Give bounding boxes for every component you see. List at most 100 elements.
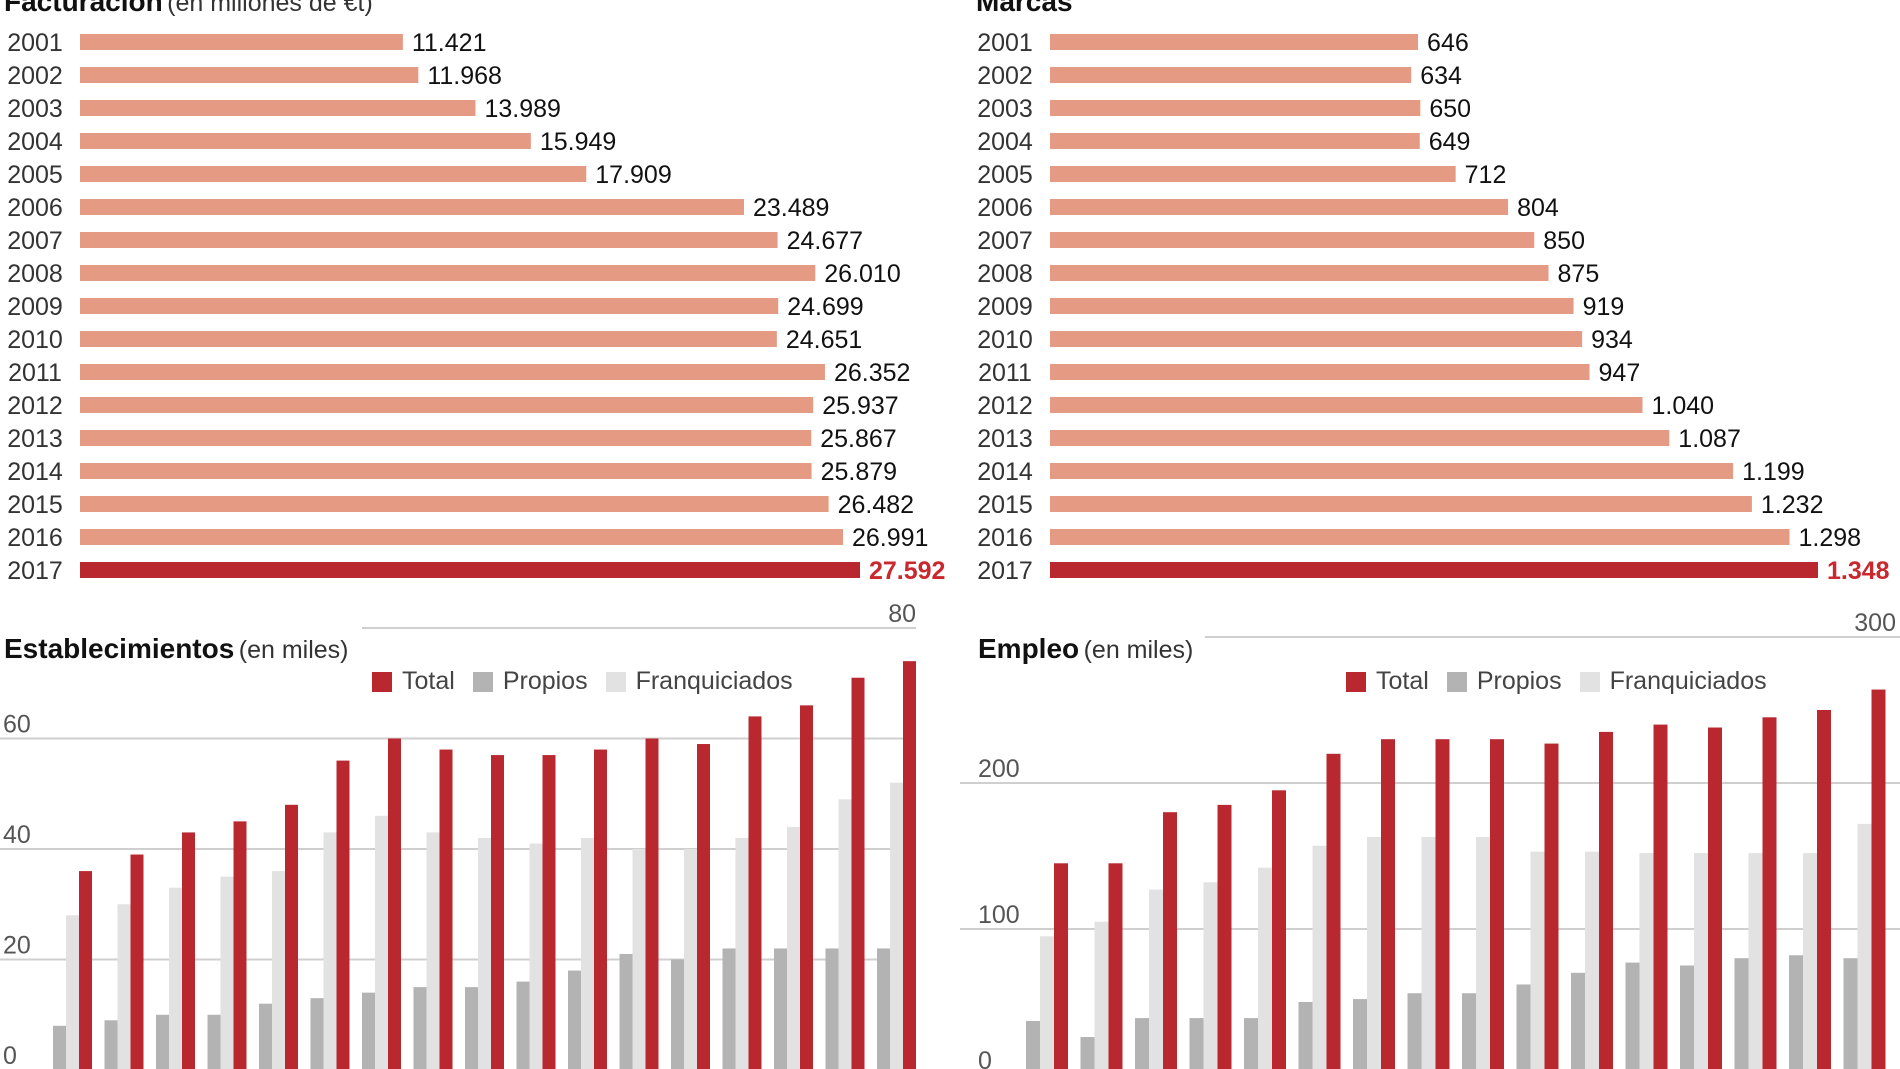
propios-bar <box>516 981 530 1069</box>
data-label: 634 <box>1420 62 1462 90</box>
total-bar <box>1435 739 1450 1069</box>
y-tick-label: 20 <box>3 932 31 960</box>
bar <box>80 463 812 479</box>
propios-bar <box>413 987 427 1069</box>
propios-bar <box>722 948 736 1069</box>
bar <box>1050 430 1670 446</box>
bar <box>1050 265 1549 281</box>
propios-bar <box>1462 993 1476 1069</box>
franquiciados-bar <box>272 871 285 1069</box>
propios-bar <box>877 948 890 1069</box>
franquiciados-bar <box>684 849 697 1069</box>
total-bar <box>903 661 916 1069</box>
legend-propios: Propios <box>1446 667 1562 696</box>
propios-bar <box>1244 1018 1258 1069</box>
data-label: 25.879 <box>821 458 897 486</box>
propios-bar <box>568 970 581 1069</box>
propios-bar <box>1571 972 1585 1069</box>
total-bar <box>1381 739 1395 1069</box>
bar <box>1050 166 1456 182</box>
establecimientos-legend: Total Propios Franquiciados <box>372 667 793 696</box>
franquiciados-bar <box>1203 882 1218 1069</box>
year-label: 2016 <box>977 524 1033 552</box>
total-bar <box>1817 710 1831 1069</box>
legend-franquiciados-label: Franquiciados <box>1609 667 1767 695</box>
bar <box>80 430 812 446</box>
data-label: 11.968 <box>427 62 502 90</box>
total-bar <box>1653 724 1668 1069</box>
propios-bar <box>310 998 324 1069</box>
empleo-title-text: Empleo <box>978 633 1080 664</box>
bar <box>80 166 587 182</box>
empleo-subtitle: (en miles) <box>1083 636 1194 664</box>
data-label: 24.651 <box>786 326 862 354</box>
bar <box>80 34 403 50</box>
franquiciados-bar <box>1639 853 1654 1069</box>
empleo-title: Empleo (en miles) <box>978 633 1193 665</box>
bar <box>1050 133 1420 149</box>
franquiciados-bar <box>1040 936 1054 1069</box>
bar <box>1050 463 1734 479</box>
year-label: 2011 <box>8 359 62 387</box>
empleo-chart: 0 100 200 300 <box>960 609 1900 1069</box>
franquiciados-bar <box>1258 867 1272 1069</box>
year-label: 2010 <box>977 326 1033 354</box>
data-label: 649 <box>1429 128 1471 156</box>
franquiciados-bar <box>426 832 440 1069</box>
bar <box>80 133 531 149</box>
total-bar <box>79 871 92 1069</box>
total-bar <box>285 804 298 1069</box>
franquiciados-bar <box>735 837 749 1069</box>
franquiciados-bar <box>117 904 131 1069</box>
data-label: 1.298 <box>1799 524 1862 552</box>
establecimientos-chart: 0 20 40 60 80 <box>0 600 916 1069</box>
y-tick-label: 80 <box>888 600 916 628</box>
year-label: 2009 <box>7 293 63 321</box>
bar <box>80 199 745 215</box>
total-bar <box>1708 727 1722 1069</box>
propios-bar <box>1298 1002 1313 1069</box>
y-tick-label: 0 <box>978 1047 992 1069</box>
data-label: 804 <box>1517 194 1559 222</box>
legend-franquiciados: Franquiciados <box>605 667 793 696</box>
propios-bar <box>1625 962 1640 1069</box>
data-label: 26.991 <box>852 524 928 552</box>
total-bar <box>1599 731 1613 1069</box>
year-label: 2008 <box>7 260 63 288</box>
bar <box>1050 529 1790 545</box>
franquiciados-bar <box>375 815 388 1069</box>
propios-bar <box>1516 984 1531 1069</box>
data-label: 934 <box>1591 326 1633 354</box>
bar <box>80 298 779 314</box>
bar <box>1050 364 1590 380</box>
franquiciados-bar <box>838 799 852 1069</box>
year-label: 2012 <box>977 392 1033 420</box>
facturacion-panel: Facturación (en millones de €t) 2001 11.4… <box>0 0 960 600</box>
establecimientos-subtitle: (en miles) <box>238 636 349 664</box>
y-tick-label: 300 <box>1854 609 1896 637</box>
franquiciados-bar <box>890 782 903 1069</box>
bar <box>80 529 844 545</box>
franquiciados-bar <box>478 837 491 1069</box>
year-label: 2011 <box>978 359 1032 387</box>
total-bar <box>1544 743 1559 1069</box>
data-label: 947 <box>1599 359 1641 387</box>
franquiciados-bar <box>1094 921 1109 1069</box>
data-label: 24.699 <box>787 293 863 321</box>
franquiciados-bar <box>1149 889 1163 1069</box>
legend-propios-label: Propios <box>1476 667 1562 695</box>
propios-bar <box>1789 955 1803 1069</box>
legend-total-swatch <box>1346 671 1366 692</box>
year-label: 2013 <box>977 425 1033 453</box>
legend-franquiciados-label: Franquiciados <box>635 667 793 695</box>
propios-bar <box>104 1020 118 1069</box>
legend-total-label: Total <box>1376 667 1429 695</box>
bar <box>80 100 476 116</box>
bar <box>1050 298 1574 314</box>
year-label: 2013 <box>7 425 63 453</box>
propios-bar <box>1680 965 1694 1069</box>
propios-bar <box>1135 1018 1149 1069</box>
year-label: 2016 <box>7 524 63 552</box>
legend-propios-swatch <box>1446 671 1467 692</box>
franquiciados-bar <box>787 826 800 1069</box>
